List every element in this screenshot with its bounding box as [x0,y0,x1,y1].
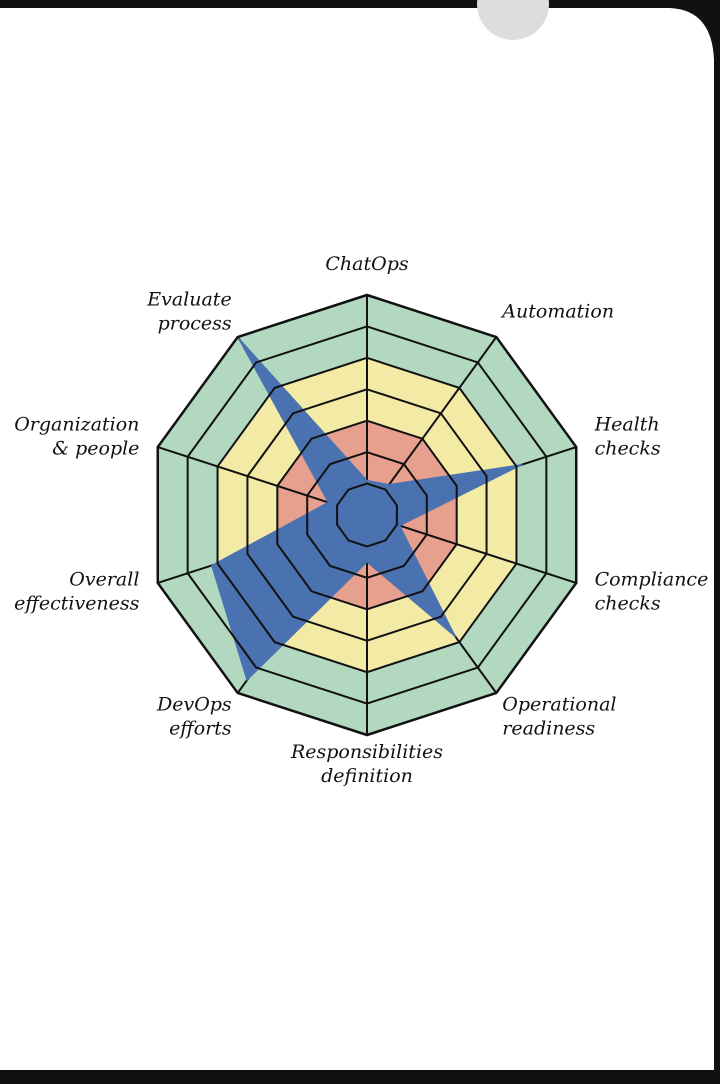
grid-ring [156,293,578,737]
axis-label: Overall [69,568,139,590]
axis-label: readiness [502,717,595,739]
axis-label: definition [321,765,413,787]
grid-ring [276,419,458,611]
axis-label: Automation [500,301,614,323]
grid-ring [246,388,488,642]
grid-ring [216,356,518,674]
axis-label: Compliance [595,568,709,590]
radar-chart: ChatOpsAutomationHealthchecksCompliancec… [14,253,708,787]
axis-label: Organization [14,414,139,436]
axis-label: checks [595,592,661,614]
grid-ring [336,482,398,548]
axis-label: Evaluate [146,289,231,311]
hole [477,0,549,40]
axis-label: DevOps [156,693,232,715]
grid-ring [186,325,548,705]
data-area [210,336,523,682]
axis-label: Health [594,414,660,436]
axis-label: Operational [502,693,616,715]
axis-label: Responsibilities [290,741,443,763]
axis-label: process [158,313,232,335]
axis-label: effectiveness [14,592,140,614]
grid-ring [306,451,428,579]
spoke [366,514,577,584]
axis-label: & people [52,438,139,460]
axis-label: checks [595,438,661,460]
axis-label: ChatOps [325,253,408,275]
axis-label: efforts [169,717,232,739]
